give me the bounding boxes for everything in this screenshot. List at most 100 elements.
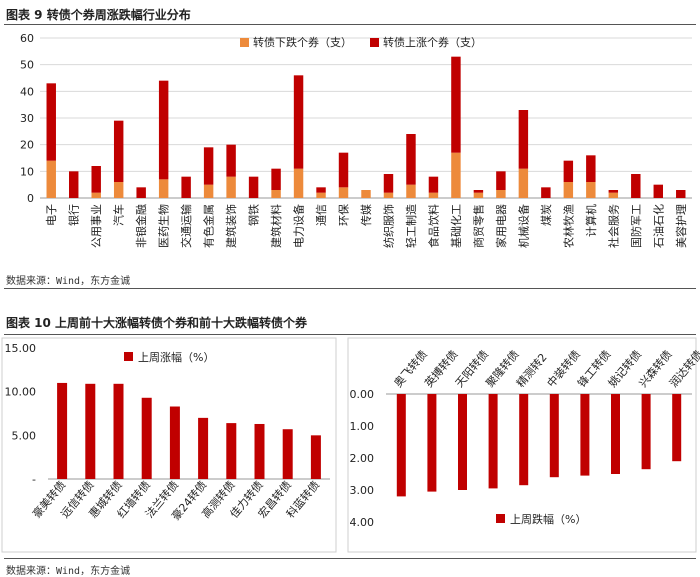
bar-loss xyxy=(580,394,590,476)
bar-up xyxy=(181,176,191,198)
bar-loss xyxy=(549,394,559,478)
bar-up xyxy=(496,171,506,190)
y-tick-label: 4.00 xyxy=(350,516,375,529)
y-tick-label: 0.00 xyxy=(350,388,375,401)
x-tick-label: 环保 xyxy=(337,204,351,226)
x-tick-label: 传媒 xyxy=(360,204,373,226)
bar-up xyxy=(428,176,439,193)
x-tick-label: 医药生物 xyxy=(157,204,171,248)
bar-up xyxy=(136,187,146,198)
legend-swatch xyxy=(496,514,505,523)
x-tick-label: 通信 xyxy=(315,204,328,226)
bar-down xyxy=(158,179,169,198)
bar-loss xyxy=(641,394,651,470)
top-gainers-chart: -5.0010.0015.00豪美转债远信转债惠城转债红墙转债法兰转债豪24转债… xyxy=(1,337,337,553)
bar-up xyxy=(69,171,79,198)
legend-swatch-up xyxy=(370,38,379,47)
y-tick-label: 2.00 xyxy=(350,452,375,465)
x-tick-label: 石油石化 xyxy=(651,204,665,248)
bar-up xyxy=(518,110,529,169)
bar-up xyxy=(271,168,281,190)
x-tick-label: 建筑装饰 xyxy=(224,204,238,248)
y-tick-label: 0 xyxy=(27,192,34,205)
bar-up xyxy=(563,160,574,182)
x-tick-label: 交通运输 xyxy=(179,204,193,248)
bar-gain xyxy=(85,383,96,479)
x-tick-label: 计算机 xyxy=(584,204,598,237)
bar-loss xyxy=(488,394,498,489)
x-tick-label: 食品饮料 xyxy=(426,204,440,248)
bar-gain xyxy=(141,397,152,479)
y-tick-label: 1.00 xyxy=(350,420,375,433)
bar-down xyxy=(563,182,574,198)
figure10-source: 数据来源：Wind，东方金诚 xyxy=(6,566,131,577)
figure9-source: 数据来源：Wind，东方金诚 xyxy=(6,276,131,287)
figure10-top-rule xyxy=(4,334,696,335)
legend-swatch xyxy=(124,352,133,361)
bar-down xyxy=(406,184,416,198)
x-tick-label: 轻工制造 xyxy=(404,204,418,248)
bar-up xyxy=(608,190,619,193)
bar-down xyxy=(473,192,484,198)
bar-down xyxy=(91,192,101,198)
bar-down xyxy=(293,168,304,198)
bar-down xyxy=(586,182,596,198)
bar-up xyxy=(316,187,326,193)
bar-up xyxy=(383,174,394,193)
bar-up xyxy=(473,190,484,193)
bar-gain xyxy=(169,406,180,479)
y-tick-label: 50 xyxy=(20,59,34,72)
bar-down xyxy=(518,168,529,198)
bar-down xyxy=(608,192,619,198)
x-tick-label: 建筑材料 xyxy=(269,204,283,248)
x-tick-label: 非银金融 xyxy=(134,204,148,248)
bar-down xyxy=(226,176,236,198)
y-tick-label: 10.00 xyxy=(5,386,37,399)
bar-loss xyxy=(427,394,437,492)
bar-up xyxy=(338,152,349,188)
bar-loss xyxy=(611,394,620,474)
chart-frame xyxy=(1,337,337,553)
bar-up xyxy=(653,184,663,198)
bar-down xyxy=(361,190,371,198)
bar-up xyxy=(113,120,124,182)
bar-up xyxy=(248,176,259,198)
x-tick-label: 国防军工 xyxy=(629,204,643,248)
x-tick-label: 电力设备 xyxy=(292,204,306,248)
x-tick-label: 汽车 xyxy=(112,204,126,226)
legend-label: 上周涨幅（%） xyxy=(138,351,214,364)
x-tick-label: 钢铁 xyxy=(248,204,261,226)
bar-loss xyxy=(519,394,529,486)
bar-down xyxy=(271,190,281,198)
figure9-title: 图表 9 转债个券周涨跌幅行业分布 xyxy=(6,8,191,22)
bar-up xyxy=(46,83,56,161)
bar-down xyxy=(451,152,461,198)
bar-down xyxy=(203,184,214,198)
bar-up xyxy=(226,144,236,177)
bar-up xyxy=(586,155,596,182)
x-tick-label: 基础化工 xyxy=(449,204,463,248)
bar-loss xyxy=(396,394,406,497)
figure10-bottom-rule xyxy=(4,558,696,559)
bar-down xyxy=(496,190,506,198)
bar-loss xyxy=(458,394,467,490)
x-tick-label: 机械设备 xyxy=(516,204,530,248)
x-tick-label: 商贸零售 xyxy=(471,204,485,248)
x-tick-label: 电子 xyxy=(45,204,58,226)
legend-swatch-down xyxy=(240,38,249,47)
bar-loss xyxy=(672,394,682,462)
bar-gain xyxy=(254,423,265,479)
x-tick-label: 银行 xyxy=(67,204,81,226)
bar-down xyxy=(383,192,394,198)
bar-up xyxy=(406,134,416,185)
y-tick-label: 40 xyxy=(20,85,34,98)
bar-up xyxy=(631,174,641,198)
chart-frame xyxy=(347,337,697,553)
bar-down xyxy=(316,192,326,198)
legend-label-down: 转债下跌个券（支） xyxy=(253,35,352,49)
x-tick-label: 农林牧渔 xyxy=(561,204,575,248)
bar-up xyxy=(676,190,686,198)
y-tick-label: 15.00 xyxy=(5,342,37,355)
y-tick-label: 10 xyxy=(20,165,34,178)
y-tick-label: 60 xyxy=(20,32,34,45)
